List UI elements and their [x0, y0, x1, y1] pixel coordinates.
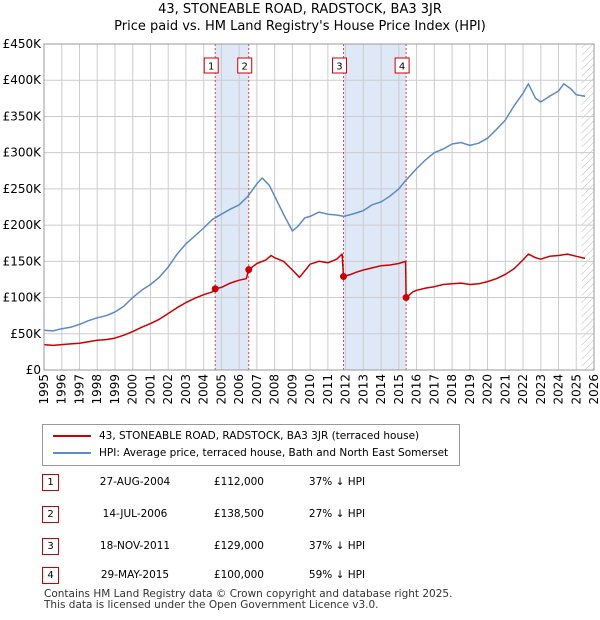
- y-tick-label: £350K: [3, 109, 43, 123]
- x-tick-label: 2020: [481, 374, 495, 405]
- transaction-price: £138,500: [213, 508, 264, 520]
- transaction-hpi-diff: 27% ↓ HPI: [308, 508, 366, 520]
- plot-area: [44, 44, 594, 370]
- x-tick-label: 2000: [126, 374, 140, 405]
- property-series-line: [43, 253, 586, 347]
- transaction-date: 18-NOV-2011: [99, 540, 171, 552]
- y-tick-label: £250K: [3, 182, 43, 196]
- x-tick-label: 2026: [587, 374, 600, 405]
- sale-point: [339, 273, 347, 281]
- legend-property-swatch: [53, 435, 91, 437]
- y-tick-label: £0: [26, 363, 41, 377]
- x-tick-label: 2025: [569, 374, 583, 405]
- x-tick-label: 1995: [37, 374, 51, 405]
- x-tick-label: 2014: [374, 374, 388, 405]
- x-tick-label: 2007: [250, 374, 264, 405]
- footer-copyright: Contains HM Land Registry data © Crown c…: [44, 588, 453, 600]
- chart-subtitle: Price paid vs. HM Land Registry's House …: [114, 19, 486, 34]
- x-tick-label: 2021: [498, 374, 512, 405]
- transaction-hpi-diff: 37% ↓ HPI: [308, 540, 366, 552]
- price-chart: 1 2 3 4 £0 £50K £100K £150K £200K £250K £300K £350…: [3, 37, 600, 405]
- sale-point: [245, 266, 253, 274]
- footer-licence: This data is licensed under the Open Gov…: [44, 599, 379, 611]
- y-tick-label: £400K: [3, 73, 43, 87]
- y-tick-label: £100K: [3, 291, 43, 305]
- x-tick-label: 2015: [392, 374, 406, 405]
- x-tick-label: 2023: [534, 374, 548, 405]
- x-tick-label: 1996: [55, 374, 69, 405]
- y-tick-label: £200K: [3, 218, 43, 232]
- sale-point: [402, 294, 410, 302]
- sale-badge-label: 1: [208, 62, 214, 73]
- x-tick-label: 2013: [356, 374, 370, 405]
- legend-hpi-swatch: [53, 452, 91, 454]
- sale-badge-box: [203, 57, 219, 74]
- x-tick-label: 2010: [303, 374, 317, 405]
- footer-attribution: Contains HM Land Registry data © Crown c…: [44, 589, 452, 611]
- sale-point: [211, 285, 219, 293]
- sale-badge-label: 2: [242, 62, 248, 73]
- x-tick-label: 2005: [214, 374, 228, 405]
- y-tick-label: £150K: [3, 254, 43, 268]
- projection-hatch: [581, 44, 594, 370]
- x-tick-label: 2003: [179, 374, 193, 405]
- sale-badge-label: 4: [399, 62, 405, 73]
- plot-frame: [43, 43, 595, 371]
- x-tick-label: 2016: [410, 374, 424, 405]
- transaction-price: £100,000: [213, 569, 264, 581]
- x-tick-label: 2009: [285, 374, 299, 405]
- x-tick-label: 2022: [516, 374, 530, 405]
- legend-property-label: 43, STONEABLE ROAD, RADSTOCK, BA3 3JR (t…: [99, 430, 420, 442]
- shaded-period: [215, 44, 249, 370]
- transaction-hpi-diff: 37% ↓ HPI: [308, 476, 366, 488]
- transaction-price: £129,000: [213, 540, 264, 552]
- transaction-date: 27-AUG-2004: [99, 476, 171, 488]
- transaction-number-badge: 3: [42, 538, 59, 555]
- transaction-number-badge: 1: [42, 474, 59, 491]
- x-tick-label: 2004: [197, 374, 211, 405]
- chart-legend: 43, STONEABLE ROAD, RADSTOCK, BA3 3JR (t…: [42, 424, 460, 466]
- x-tick-label: 2018: [445, 374, 459, 405]
- x-tick-label: 2019: [463, 374, 477, 405]
- shaded-period: [343, 44, 407, 370]
- transaction-price: £112,000: [213, 476, 264, 488]
- x-tick-label: 1998: [90, 374, 104, 405]
- x-tick-label: 2024: [552, 374, 566, 405]
- y-tick-label: £450K: [3, 37, 43, 51]
- y-tick-label: £50K: [10, 327, 42, 341]
- hpi-series-line: [43, 83, 586, 332]
- transaction-date: 29-MAY-2015: [100, 569, 170, 581]
- x-tick-label: 2017: [427, 374, 441, 405]
- x-tick-label: 2011: [321, 374, 335, 405]
- transaction-number-badge: 4: [42, 567, 59, 584]
- sale-badge-label: 3: [336, 62, 342, 73]
- chart-title-address: 43, STONEABLE ROAD, RADSTOCK, BA3 3JR: [158, 2, 442, 17]
- legend-hpi-label: HPI: Average price, terraced house, Bath…: [99, 447, 449, 459]
- x-tick-label: 2001: [143, 374, 157, 405]
- x-tick-label: 1999: [108, 374, 122, 405]
- y-tick-label: £300K: [3, 146, 43, 160]
- x-tick-label: 1997: [72, 374, 86, 405]
- x-tick-label: 2008: [268, 374, 282, 405]
- transaction-number-badge: 2: [42, 506, 59, 523]
- sale-badge-box: [394, 57, 410, 74]
- transaction-hpi-diff: 59% ↓ HPI: [308, 569, 366, 581]
- transaction-date: 14-JUL-2006: [102, 508, 168, 520]
- sale-badge-box: [331, 57, 347, 74]
- x-tick-label: 2002: [161, 374, 175, 405]
- x-tick-label: 2006: [232, 374, 246, 405]
- sale-badge-box: [237, 57, 253, 74]
- x-tick-label: 2012: [339, 374, 353, 405]
